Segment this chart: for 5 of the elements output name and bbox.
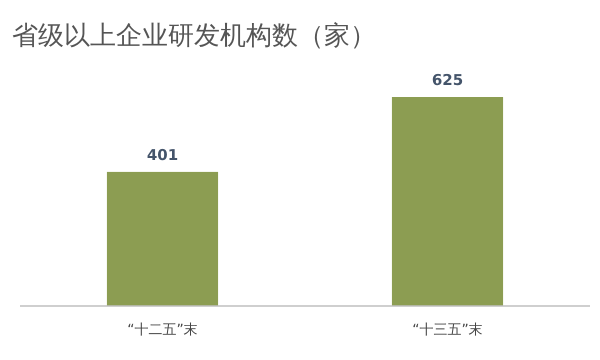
data-label: 625 — [432, 71, 464, 89]
x-tick-label: “十二五”末 — [127, 322, 198, 338]
data-label: 401 — [146, 146, 178, 164]
title: 省级以上企业研发机构数（家） — [12, 21, 376, 51]
x-tick-label: “十三五”末 — [412, 322, 483, 338]
